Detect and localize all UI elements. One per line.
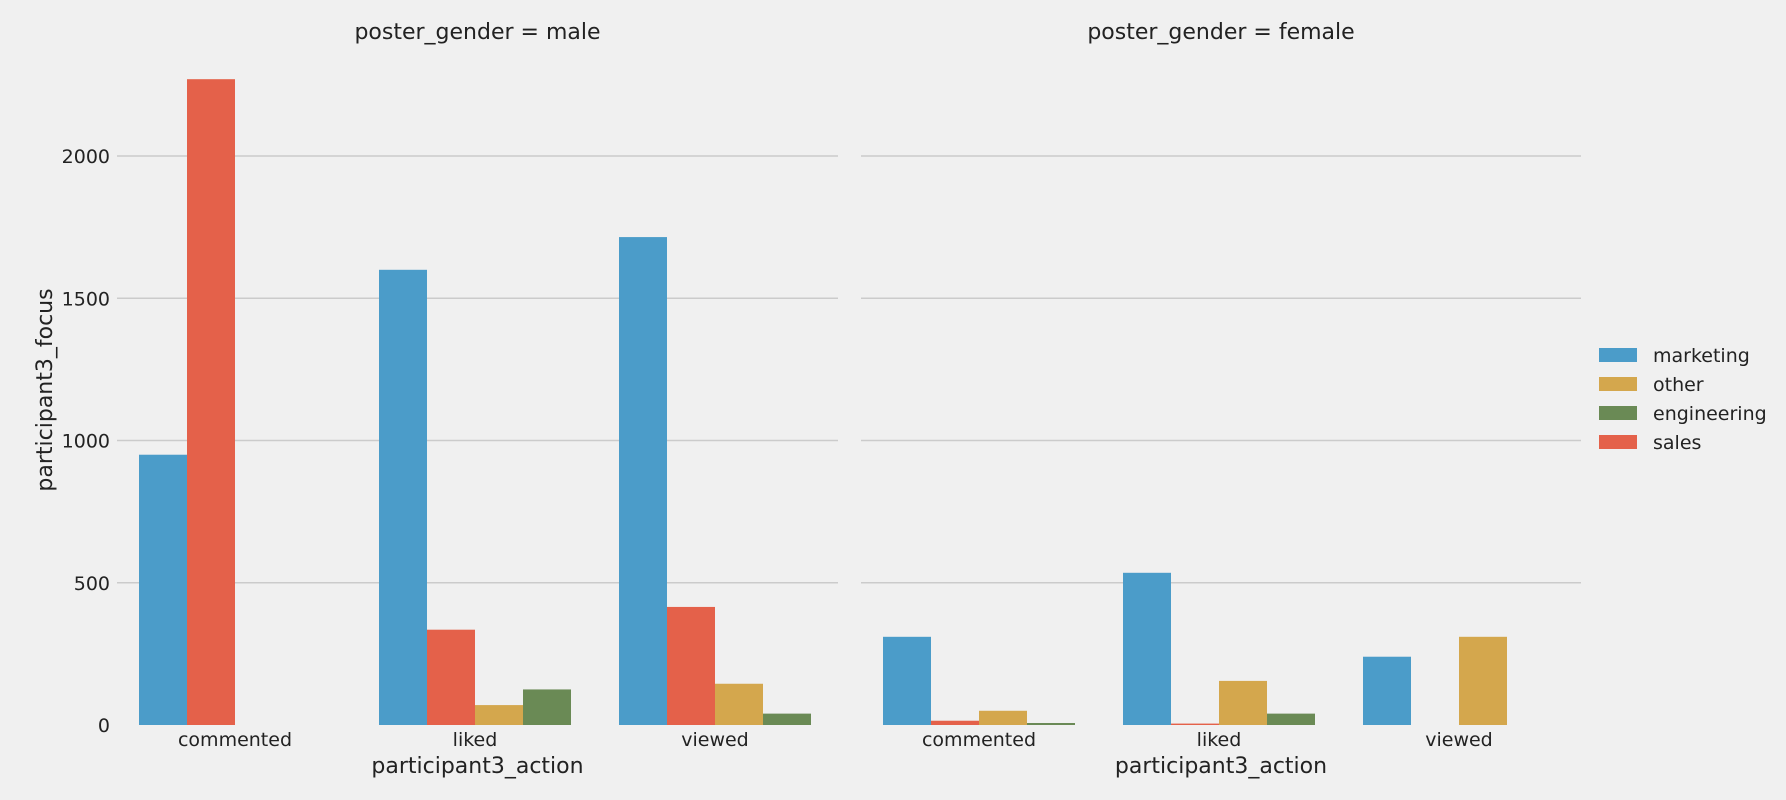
bar-marketing [379,269,427,725]
legend-label-engineering: engineering [1653,403,1767,425]
legend-label-sales: sales [1653,432,1701,454]
panel-male: 0 500 1000 1500 2000 poster_gender = male comm… [62,20,838,779]
bar-other [1219,680,1267,725]
x-tick-label: commented [922,729,1036,751]
panel-title: poster_gender = female [1087,20,1354,45]
x-tick-label: liked [453,729,498,751]
legend-swatch-other [1599,377,1637,391]
bar-engineering [763,713,811,725]
y-tick-label: 500 [74,573,110,595]
y-tick-label: 0 [98,715,110,737]
x-tick-label: viewed [1425,729,1493,751]
bar-other [475,705,523,725]
legend-swatch-marketing [1599,348,1637,362]
bar-other [715,683,763,725]
bar-sales [427,629,475,725]
bar-other [979,710,1027,725]
bar-engineering [1027,723,1075,725]
bar-sales [931,720,979,725]
legend-swatch-engineering [1599,406,1637,420]
panel-female: poster_gender = female commented liked view… [861,20,1581,779]
y-axis-label: participant3_focus [33,288,58,491]
y-tick-label: 1500 [62,288,110,310]
x-tick-label: viewed [681,729,749,751]
x-axis-label: participant3_action [371,754,583,779]
bar-engineering [523,689,571,725]
x-tick-label: liked [1197,729,1242,751]
y-tick-label: 1000 [62,431,110,453]
legend-swatch-sales [1599,435,1637,449]
x-axis-label: participant3_action [1115,754,1327,779]
x-tick-label: commented [178,729,292,751]
bar-other [1459,636,1507,725]
y-tick-label: 2000 [62,146,110,168]
legend-label-marketing: marketing [1653,345,1750,367]
bar-sales [667,606,715,725]
bar-marketing [1123,572,1171,725]
panel-title: poster_gender = male [354,20,600,45]
legend-label-other: other [1653,374,1704,396]
bar-marketing [619,237,667,725]
legend: marketing other engineering sales [1599,345,1767,454]
bar-engineering [1267,713,1315,725]
bar-marketing [883,636,931,725]
bar-sales [1171,723,1219,725]
bar-marketing [139,454,187,725]
bar-marketing [1363,656,1411,725]
bar-sales [187,79,235,725]
